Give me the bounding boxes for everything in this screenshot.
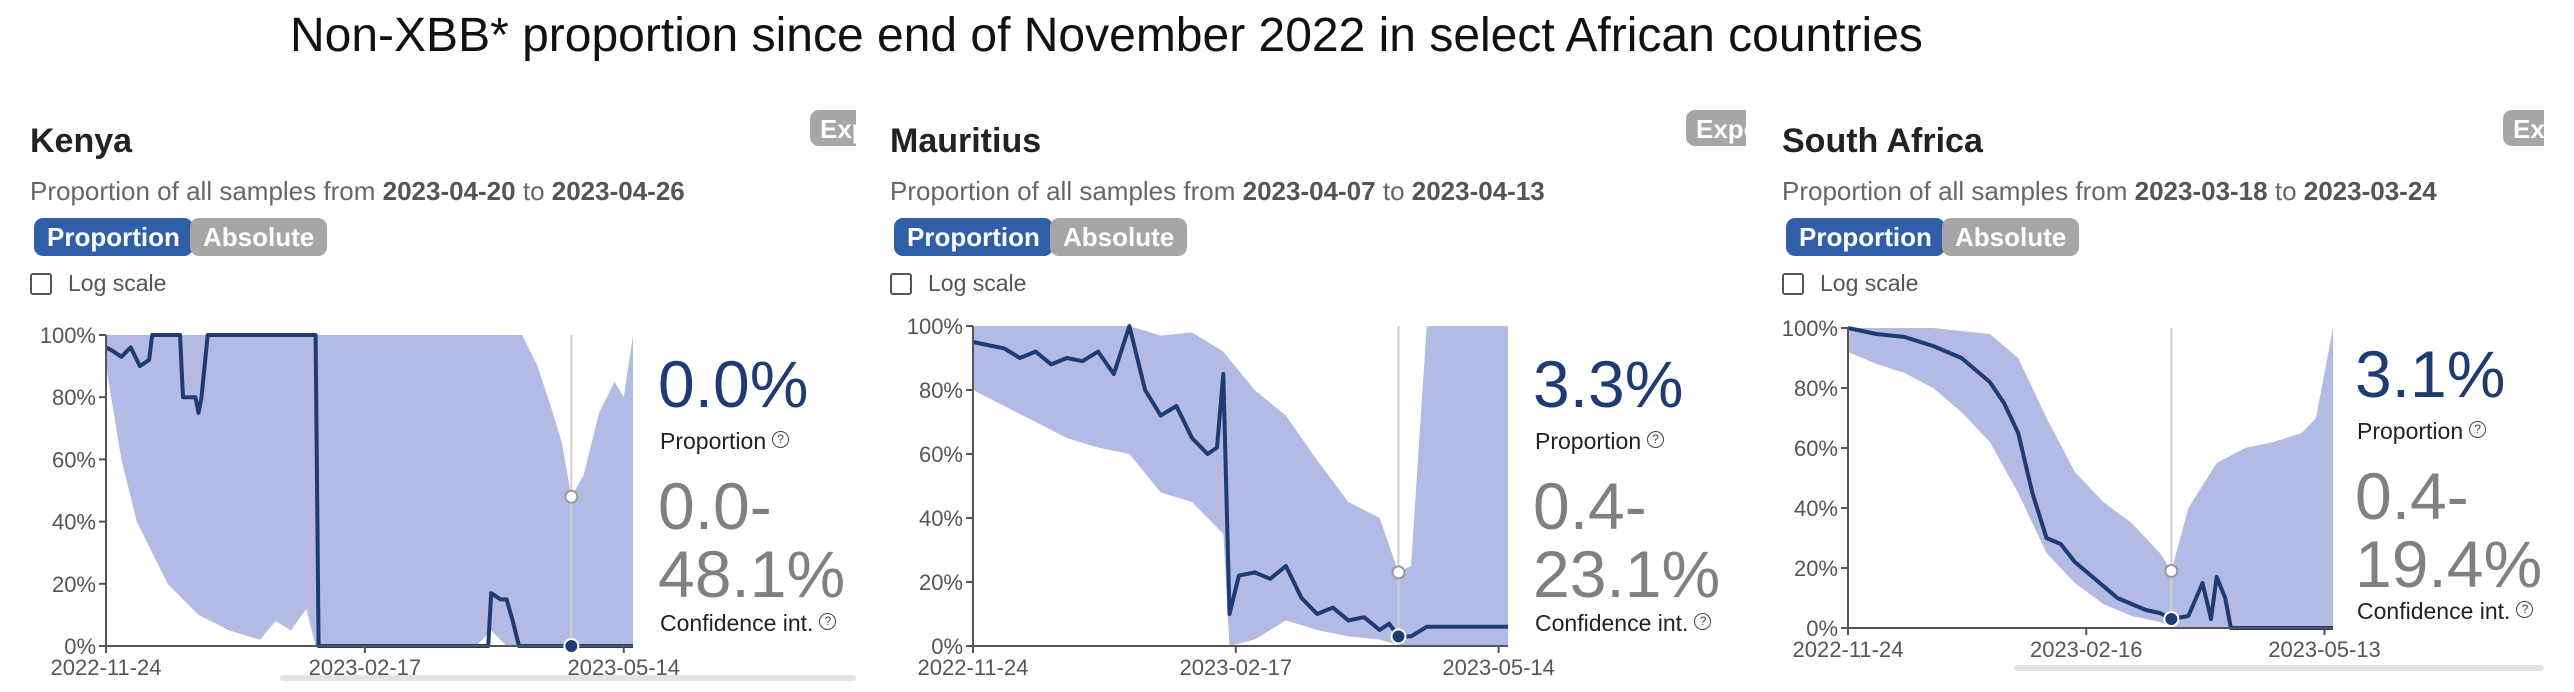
value-marker <box>2163 611 2180 627</box>
proportion-label: Proportion? <box>660 428 790 455</box>
y-tick-label: 100% <box>907 314 963 339</box>
proportion-line <box>1847 326 2333 630</box>
y-tick-label: 20% <box>919 570 963 595</box>
chart-panel-kenya: Kenya Export Proportion of all samples f… <box>18 108 856 683</box>
confidence-interval-value: 0.4- 23.1% <box>1533 469 1721 611</box>
chart-svg: 0% 20% 40% 60% 80% 100% 2022-11-24 2023-02-16 20… <box>1782 316 2381 662</box>
y-tick-label: 100% <box>1782 316 1838 341</box>
absolute-button[interactable]: Absolute <box>1050 218 1188 256</box>
help-icon[interactable]: ? <box>1647 431 1665 448</box>
chart-svg: 0%20%40%60%80%100%2022-11-24 2023-02-17 20… <box>40 323 680 680</box>
help-icon[interactable]: ? <box>772 431 790 448</box>
ci-upper-marker <box>564 489 579 504</box>
y-tick-label: 40% <box>52 510 96 535</box>
y-tick-label: 80% <box>1794 376 1838 401</box>
help-icon[interactable]: ? <box>2469 421 2487 438</box>
y-tick-label: 0% <box>1806 616 1838 641</box>
proportion-line <box>972 324 1508 639</box>
proportion-label: Proportion? <box>2357 418 2487 445</box>
horizontal-scrollbar[interactable] <box>2014 665 2544 671</box>
x-tick-label: 2022-11-24 <box>51 655 162 680</box>
confidence-band <box>106 335 633 646</box>
proportion-label: Proportion? <box>1535 428 1665 455</box>
horizontal-scrollbar[interactable] <box>280 675 856 681</box>
chart-panel-mauritius: Mauritius Export Proportion of all sampl… <box>878 108 1746 683</box>
y-tick-label: 20% <box>1794 556 1838 581</box>
proportion-value: 3.1% <box>2355 337 2506 411</box>
proportion-line <box>105 333 633 648</box>
date-range-subtitle: Proportion of all samples from 2023-04-0… <box>890 176 1545 206</box>
y-tick-label: 80% <box>52 385 96 410</box>
log-scale-label: Log scale <box>1820 270 1919 296</box>
log-scale-checkbox[interactable] <box>1782 272 1804 295</box>
ci-upper-marker <box>2164 564 2179 578</box>
absolute-button[interactable]: Absolute <box>1942 218 2080 256</box>
x-tick-label: 2022-11-24 <box>918 655 1029 680</box>
proportion-value: 3.3% <box>1533 347 1684 421</box>
y-tick-label: 40% <box>919 506 963 531</box>
log-scale-checkbox[interactable] <box>890 272 912 295</box>
log-scale-toggle[interactable]: Log scale <box>890 270 1026 297</box>
absolute-button[interactable]: Absolute <box>190 218 328 256</box>
y-tick-label: 60% <box>919 442 963 467</box>
confidence-band <box>1848 328 2333 628</box>
log-scale-label: Log scale <box>68 270 167 296</box>
panel-title: South Africa <box>1782 122 1983 160</box>
help-icon[interactable]: ? <box>2516 601 2534 618</box>
proportion-button[interactable]: Proportion <box>894 218 1053 256</box>
date-range-subtitle: Proportion of all samples from 2023-03-1… <box>1782 176 2437 206</box>
export-button[interactable]: Export <box>810 110 856 146</box>
confidence-label: Confidence int.? <box>1535 610 1712 637</box>
proportion-button[interactable]: Proportion <box>34 218 193 256</box>
date-range-subtitle: Proportion of all samples from 2023-04-2… <box>30 176 685 206</box>
help-icon[interactable]: ? <box>1694 613 1712 630</box>
value-marker <box>1390 628 1407 645</box>
y-tick-label: 0% <box>931 634 963 659</box>
y-tick-label: 0% <box>64 634 96 659</box>
chart-panel-south-africa: South Africa Export Proportion of all sa… <box>1770 108 2544 683</box>
value-marker <box>563 638 580 654</box>
y-tick-label: 20% <box>52 572 96 597</box>
export-button[interactable]: Export <box>1686 110 1746 146</box>
x-tick-label: 2023-05-13 <box>2268 637 2381 662</box>
log-scale-label: Log scale <box>928 270 1027 296</box>
confidence-band <box>973 326 1508 646</box>
x-tick-label: 2023-02-16 <box>2030 637 2143 662</box>
confidence-label: Confidence int.? <box>660 610 837 637</box>
x-tick-label: 2023-05-14 <box>1442 655 1555 680</box>
chart-svg: 0% 20% 40% 60% 80% 100% 2022-11-24 2023-02-17 20… <box>907 314 1555 680</box>
export-button[interactable]: Export <box>2503 110 2544 146</box>
panel-title: Mauritius <box>890 122 1042 160</box>
confidence-interval-value: 0.4- 19.4% <box>2355 459 2543 601</box>
y-tick-label: 60% <box>52 447 96 472</box>
confidence-interval-value: 0.0- 48.1% <box>658 469 846 611</box>
ci-upper-marker <box>1391 565 1406 580</box>
log-scale-checkbox[interactable] <box>30 272 52 295</box>
y-tick-label: 40% <box>1794 496 1838 521</box>
panel-title: Kenya <box>30 122 133 160</box>
y-tick-label: 100% <box>40 323 96 348</box>
confidence-label: Confidence int.? <box>2357 598 2534 625</box>
help-icon[interactable]: ? <box>819 613 837 630</box>
y-tick-label: 80% <box>919 378 963 403</box>
x-tick-label: 2023-02-17 <box>1180 655 1293 680</box>
log-scale-toggle[interactable]: Log scale <box>30 270 166 297</box>
figure-title: Non-XBB* proportion since end of Novembe… <box>290 9 1923 62</box>
y-tick-label: 60% <box>1794 436 1838 461</box>
log-scale-toggle[interactable]: Log scale <box>1782 270 1918 297</box>
proportion-button[interactable]: Proportion <box>1786 218 1945 256</box>
x-tick-label: 2022-11-24 <box>1793 637 1904 662</box>
proportion-value: 0.0% <box>658 347 809 421</box>
